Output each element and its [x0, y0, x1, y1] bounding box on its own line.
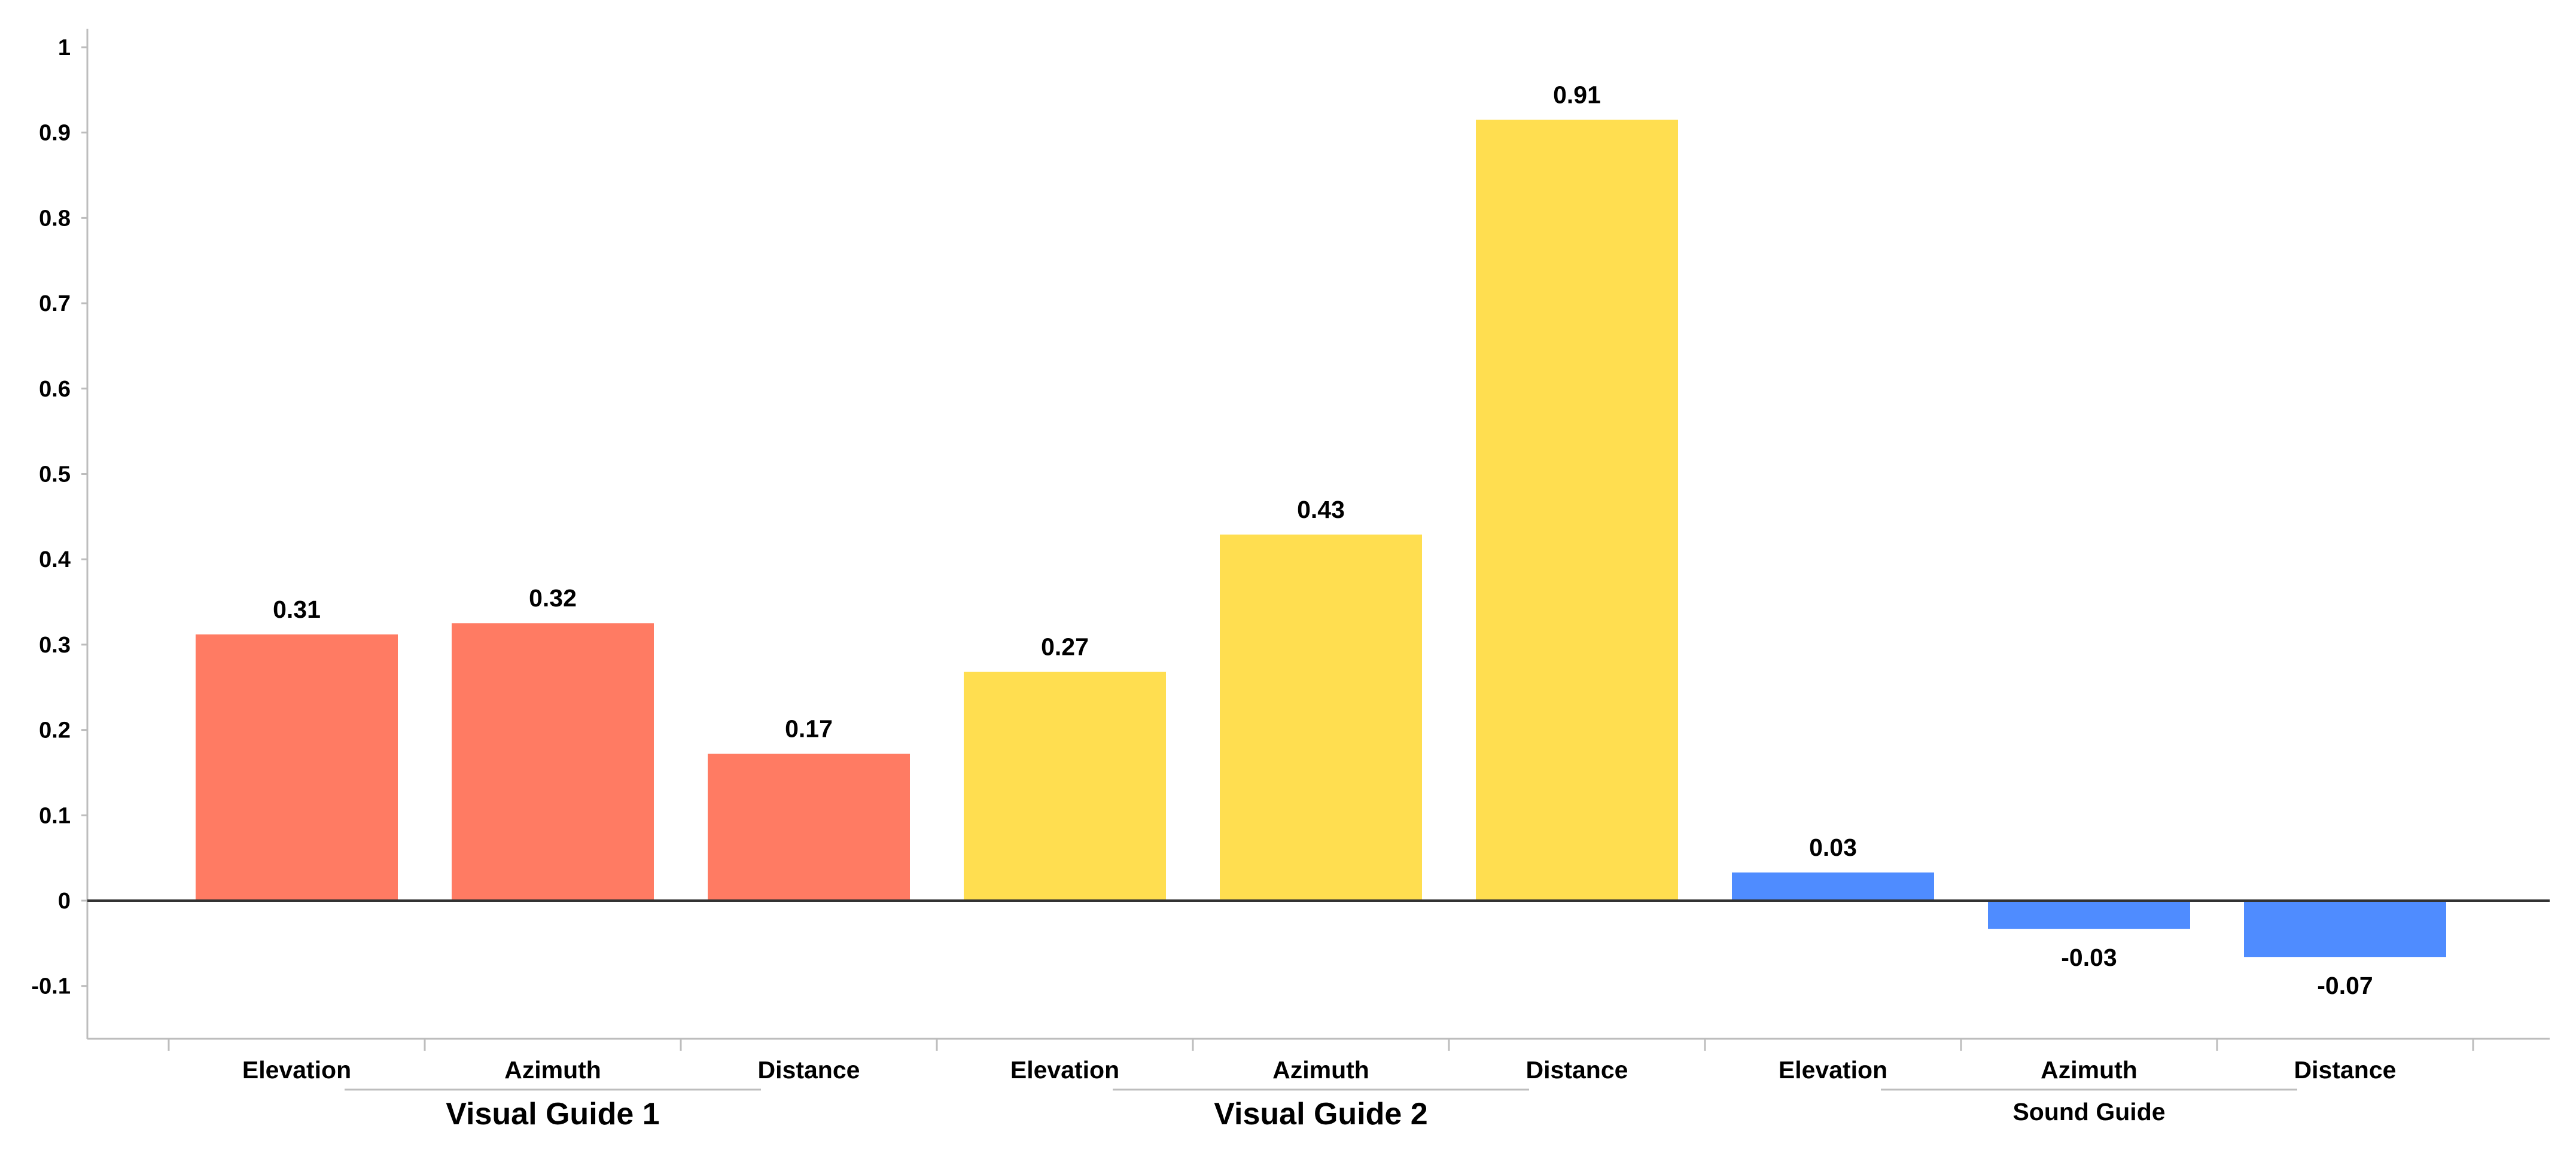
group-label: Visual Guide 1 [446, 1097, 659, 1131]
data-label: 0.17 [785, 715, 833, 743]
bar[interactable] [1988, 901, 2190, 929]
bar[interactable] [452, 623, 654, 901]
category-label: Azimuth [2041, 1056, 2137, 1084]
category-label: Elevation [1010, 1056, 1119, 1084]
y-tick-label: 0.7 [39, 291, 71, 316]
category-label: Elevation [242, 1056, 351, 1084]
bar[interactable] [708, 754, 910, 901]
value-labels: 0.31 0.32 0.17 0.27 0.43 0.91 0.03 -0.03 -0.07 [273, 81, 2373, 999]
data-label: 0.27 [1041, 633, 1089, 661]
y-tick-label: 0.6 [39, 377, 71, 402]
data-label: 0.91 [1553, 81, 1601, 108]
y-tick-label: 0.4 [39, 547, 71, 572]
data-label: 0.32 [529, 584, 577, 612]
x-axis: Elevation Azimuth Distance Elevation Azimuth… [87, 1038, 2550, 1084]
y-tick-label: 0.2 [39, 718, 71, 743]
y-tick-label: 0 [58, 889, 71, 914]
y-tick-label: 0.9 [39, 121, 71, 146]
bars [87, 120, 2550, 957]
bar[interactable] [1732, 872, 1934, 901]
category-label: Azimuth [504, 1056, 601, 1084]
category-label: Distance [1526, 1056, 1628, 1084]
y-tick-label: 0.8 [39, 206, 71, 231]
group-label: Sound Guide [2012, 1098, 2165, 1125]
category-label: Distance [758, 1056, 860, 1084]
data-label: -0.03 [2061, 944, 2117, 971]
bar[interactable] [196, 634, 398, 901]
y-axis: 1 0.9 0.8 0.7 0.6 0.5 0.4 0.3 0.2 0.1 0 -0.1 [32, 29, 89, 1039]
data-label: 0.43 [1297, 496, 1345, 523]
y-tick-label: 0.5 [39, 462, 71, 487]
y-tick-label: 0.1 [39, 803, 71, 828]
data-label: 0.03 [1809, 834, 1857, 861]
group-label: Visual Guide 2 [1214, 1097, 1427, 1131]
data-label: -0.07 [2317, 972, 2373, 999]
category-label: Distance [2294, 1056, 2397, 1084]
y-tick-label: 0.3 [39, 633, 71, 658]
data-label: 0.31 [273, 596, 321, 623]
bar[interactable] [2244, 901, 2446, 957]
group-labels: Visual Guide 1 Visual Guide 2 Sound Guide [345, 1088, 2297, 1131]
y-tick-label: -0.1 [32, 974, 71, 999]
bar[interactable] [964, 672, 1166, 901]
bar[interactable] [1220, 534, 1422, 901]
bar[interactable] [1476, 120, 1678, 901]
category-label: Elevation [1779, 1056, 1887, 1084]
y-tick-label: 1 [58, 35, 71, 60]
category-label: Azimuth [1272, 1056, 1369, 1084]
